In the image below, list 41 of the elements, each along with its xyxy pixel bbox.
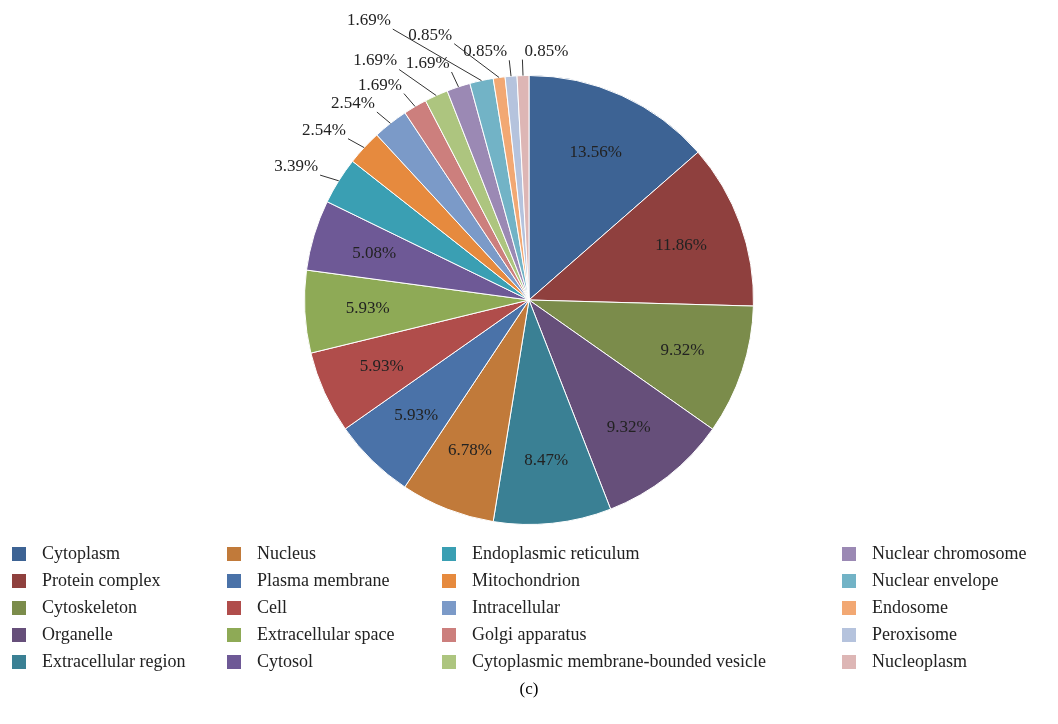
- data-label: 2.54%: [330, 93, 375, 112]
- legend-label: Nuclear chromosome: [872, 543, 1027, 564]
- legend-label: Cytoplasm: [42, 543, 121, 564]
- data-label: 3.39%: [274, 156, 319, 176]
- data-label: 1.69%: [405, 52, 450, 72]
- legend-label: Peroxisome: [872, 624, 957, 645]
- legend-label: Protein complex: [42, 570, 161, 591]
- legend-label: Nucleoplasm: [872, 651, 967, 672]
- legend-label: Cytosol: [257, 651, 314, 672]
- legend-label: Golgi apparatus: [472, 624, 587, 645]
- legend-label: Cytoskeleton: [42, 597, 137, 618]
- legend-label: Endosome: [872, 597, 948, 618]
- legend-label: Extracellular region: [42, 651, 186, 672]
- legend-label: Nuclear envelope: [872, 570, 999, 591]
- data-label: 5.93%: [359, 356, 404, 376]
- data-label: 8.47%: [524, 450, 569, 470]
- data-label: 2.54%: [302, 119, 346, 139]
- legend-label: Organelle: [42, 624, 113, 645]
- data-label: 5.93%: [345, 297, 390, 317]
- data-label: 0.85%: [524, 40, 569, 60]
- legend-label: Extracellular space: [257, 624, 395, 645]
- data-label: 13.56%: [569, 142, 623, 162]
- data-label: 9.32%: [660, 340, 705, 360]
- legend-label: Nucleus: [257, 543, 316, 564]
- data-label: 0.85%: [408, 24, 453, 44]
- data-label: 1.69%: [346, 10, 391, 30]
- legend-label: Intracellular: [472, 597, 560, 618]
- legend-label: Endoplasmic reticulum: [472, 543, 640, 564]
- legend-label: Mitochondrion: [472, 570, 580, 591]
- data-label: 5.93%: [394, 405, 439, 425]
- text: (c): [518, 679, 540, 699]
- data-label: 1.69%: [353, 50, 398, 70]
- data-label: 5.08%: [352, 242, 397, 262]
- data-label: 0.85%: [463, 41, 508, 61]
- data-label: 1.69%: [358, 74, 402, 94]
- legend-label: Cell: [257, 597, 287, 618]
- legend-label: Cytoplasmic membrane-bounded vesicle: [472, 651, 766, 672]
- legend-label: Plasma membrane: [257, 570, 390, 591]
- data-label: 6.78%: [448, 439, 492, 459]
- data-label: 9.32%: [606, 416, 651, 436]
- data-label: 11.86%: [655, 234, 707, 254]
